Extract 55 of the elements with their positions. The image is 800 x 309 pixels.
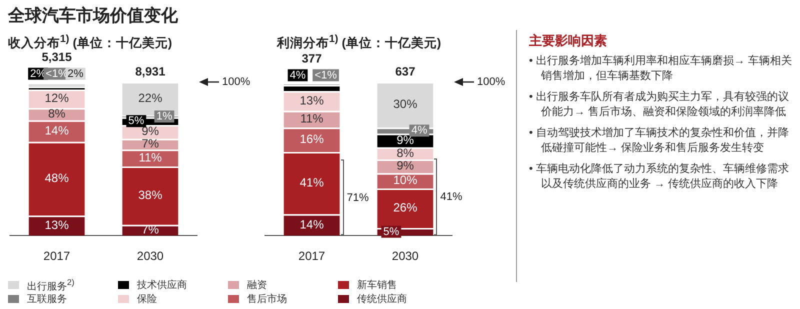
data-label: 5% bbox=[383, 226, 400, 238]
annotation: 41% bbox=[440, 191, 463, 204]
data-label: 9% bbox=[396, 158, 414, 173]
legend-label: 保险 bbox=[137, 293, 157, 306]
chart-title: 利润分布$^{1)}$ (单位：十亿美元) bbox=[277, 34, 442, 52]
data-label: 2% bbox=[67, 68, 84, 80]
data-label: 11% bbox=[138, 150, 162, 164]
data-label: 4% bbox=[290, 69, 306, 82]
x-tick-label: 2017 bbox=[43, 249, 70, 264]
text: • 出行服务车队所有者成为购买主力军，具有较强的议价能力→ 售后市场、融资和保险领域的利润率降低 bbox=[529, 90, 790, 120]
data-label: 26% bbox=[393, 200, 418, 215]
annotation: 8,931 bbox=[135, 64, 166, 78]
legend-label: 互联服务 bbox=[27, 293, 67, 306]
data-label: 11% bbox=[300, 112, 324, 126]
data-label: 5% bbox=[128, 115, 144, 128]
legend-label: 传统供应商 bbox=[357, 292, 407, 306]
text: • 出行服务增加车辆利用率和相应车辆磨损→ 车辆相关销售增加，但车辆基数下降 bbox=[529, 54, 793, 84]
data-label: 41% bbox=[300, 175, 324, 190]
data-label: <1% bbox=[314, 69, 338, 82]
data-label: 38% bbox=[138, 188, 163, 202]
text: 100% bbox=[477, 76, 506, 88]
legend-label: 出行服务$^{2)}$ bbox=[27, 276, 74, 294]
data-label: 7% bbox=[142, 136, 160, 151]
data-label: 1% bbox=[156, 110, 172, 123]
annotation: 5,315 bbox=[42, 50, 72, 64]
data-label: 9% bbox=[142, 124, 160, 138]
data-label: 13% bbox=[44, 218, 70, 232]
data-label: 14% bbox=[44, 123, 70, 138]
chart-title: 全球汽车市场价值变化 bbox=[8, 5, 178, 27]
annotation: 71% bbox=[346, 192, 370, 204]
data-label: 30% bbox=[393, 97, 418, 112]
data-label: 8% bbox=[48, 106, 66, 121]
data-label: 14% bbox=[300, 217, 324, 232]
data-label: 10% bbox=[393, 173, 418, 188]
data-label: 16% bbox=[300, 132, 324, 146]
data-label: 12% bbox=[44, 91, 70, 106]
text: • 自动驾驶技术增加了车辆技术的复杂性和价值，并降低碰撞可能性→ 保险业务和售后服务发生转变 bbox=[529, 126, 790, 156]
data-label: 48% bbox=[44, 171, 70, 186]
data-label: 4% bbox=[411, 124, 428, 137]
data-label: 13% bbox=[300, 93, 324, 108]
legend-label: 新车销售 bbox=[357, 278, 397, 292]
text: 主要影响因素 bbox=[529, 32, 608, 50]
legend-label: 技术供应商 bbox=[137, 278, 187, 292]
legend-label: 融资 bbox=[247, 278, 267, 292]
x-tick-label: 2017 bbox=[298, 249, 326, 264]
annotation: 637 bbox=[395, 64, 416, 78]
text: • 车辆电动化降低了动力系统的复杂性、车辆维修需求以及传统供应商的业务 → 传统供应商的收入下降 bbox=[529, 162, 790, 192]
text: 100% bbox=[222, 76, 250, 88]
legend-label: 售后市场 bbox=[247, 292, 287, 306]
x-tick-label: 2030 bbox=[136, 249, 164, 264]
data-label: 8% bbox=[396, 146, 414, 160]
annotation: 377 bbox=[302, 52, 322, 66]
chart-subtitle: 收入分布$^{1)}$ (单位：十亿美元) bbox=[8, 34, 172, 52]
data-label: 22% bbox=[138, 91, 163, 106]
x-tick-label: 2030 bbox=[392, 249, 419, 264]
